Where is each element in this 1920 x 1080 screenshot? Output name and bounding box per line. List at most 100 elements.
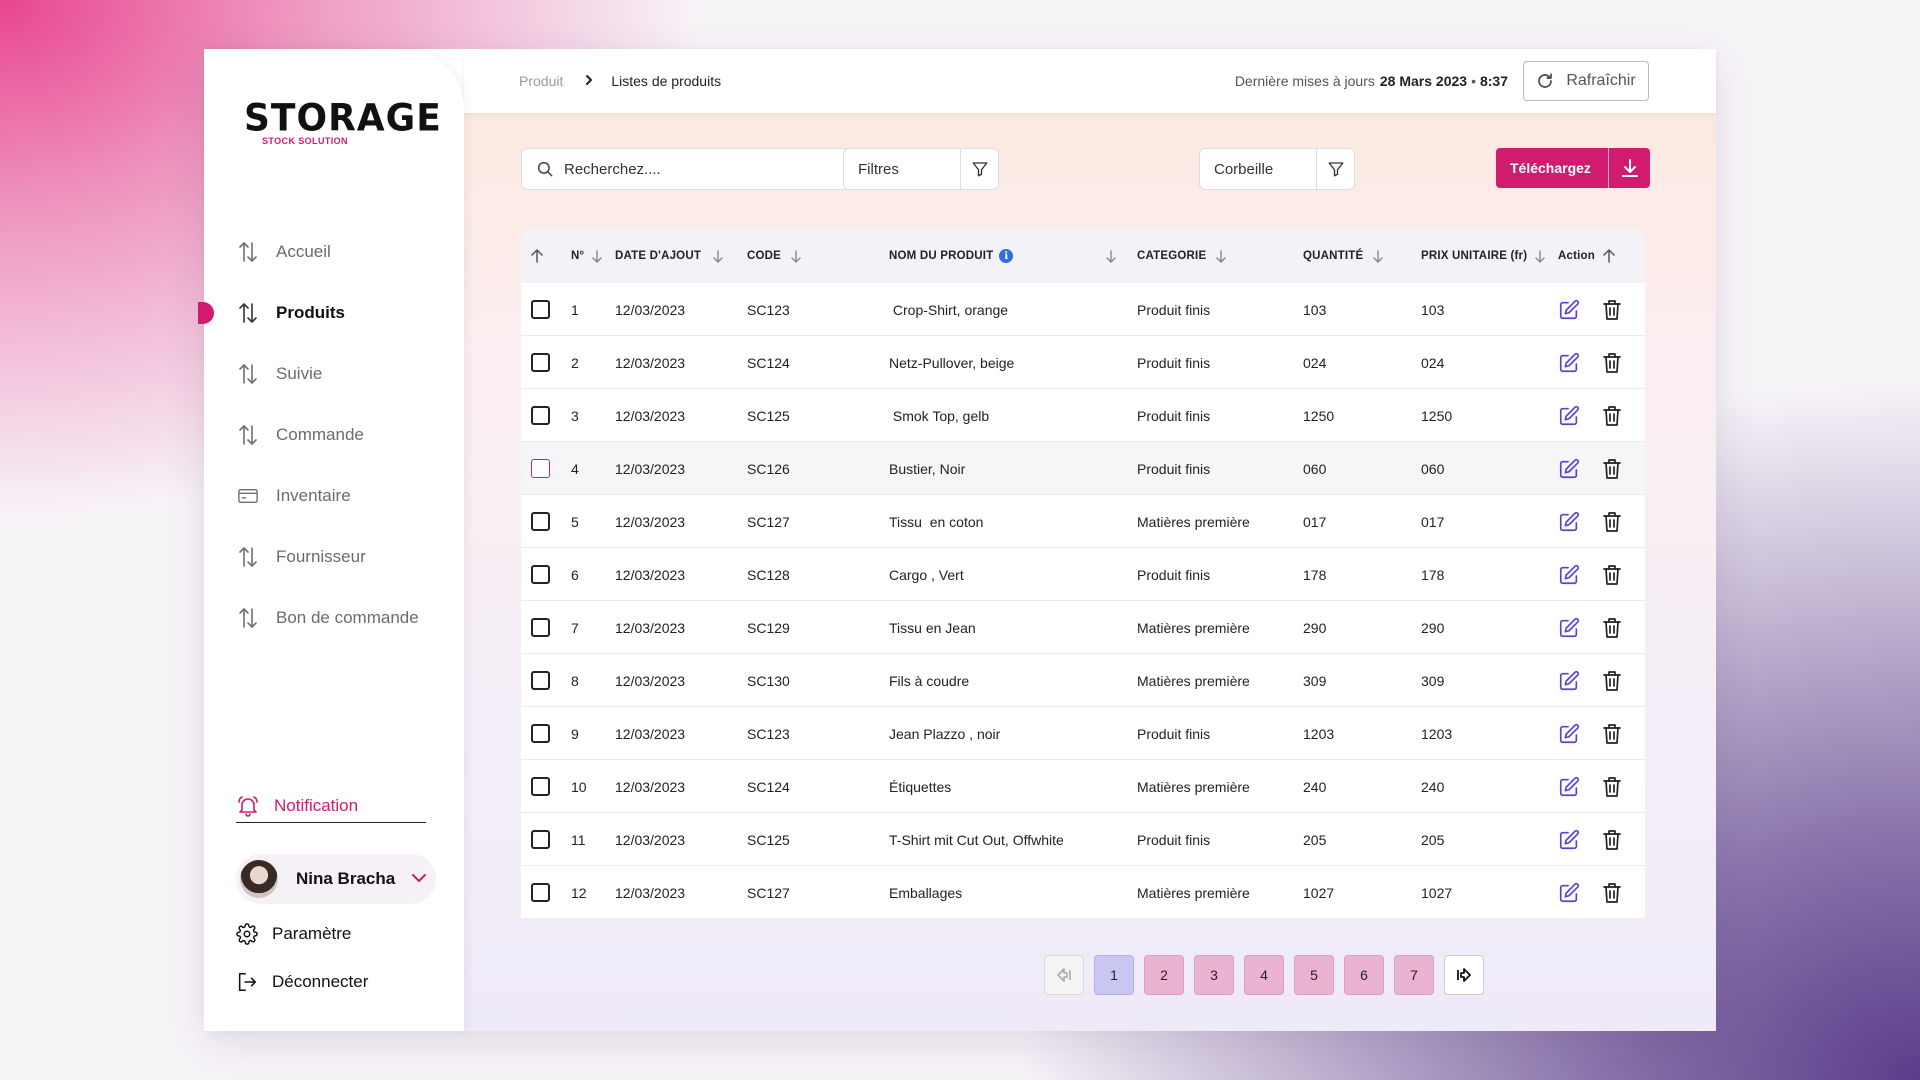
edit-icon[interactable] xyxy=(1558,511,1580,533)
sidebar-item-produits[interactable]: Produits xyxy=(198,282,464,343)
next-page-button[interactable] xyxy=(1444,955,1484,995)
column-name-sort[interactable] xyxy=(1106,229,1116,283)
trash-icon[interactable] xyxy=(1602,458,1622,480)
search-box[interactable] xyxy=(521,148,874,190)
column-header-category[interactable]: CATEGORIE xyxy=(1137,229,1227,283)
edit-icon[interactable] xyxy=(1558,670,1580,692)
sidebar-item-label: Commande xyxy=(276,424,364,444)
edit-icon[interactable] xyxy=(1558,352,1580,374)
search-input[interactable] xyxy=(564,160,844,178)
cell-category: Produit finis xyxy=(1137,407,1211,424)
column-header-price[interactable]: PRIX UNITAIRE (fr) xyxy=(1421,229,1545,283)
column-header-action[interactable]: Action xyxy=(1558,229,1615,283)
row-checkbox[interactable] xyxy=(531,406,550,425)
edit-icon[interactable] xyxy=(1558,617,1580,639)
refresh-button[interactable]: Rafraîchir xyxy=(1523,61,1649,101)
edit-icon[interactable] xyxy=(1558,776,1580,798)
trash-icon[interactable] xyxy=(1602,564,1622,586)
table-row[interactable]: 9 12/03/2023 SC123 Jean Plazzo , noir Produi… xyxy=(521,707,1645,760)
sidebar-item-accueil[interactable]: Accueil xyxy=(204,221,464,282)
filter-icon[interactable] xyxy=(960,149,998,189)
sidebar-item-label: Bon de commande xyxy=(276,607,419,627)
page-4-button[interactable]: 4 xyxy=(1244,955,1284,995)
trash-icon[interactable] xyxy=(1602,776,1622,798)
sort-arrows-icon xyxy=(238,546,258,568)
row-checkbox[interactable] xyxy=(531,300,550,319)
page-2-button[interactable]: 2 xyxy=(1144,955,1184,995)
last-update-date: 28 Mars 2023 xyxy=(1379,73,1468,89)
breadcrumb-parent[interactable]: Produit xyxy=(519,73,564,89)
table-row[interactable]: 3 12/03/2023 SC125 Smok Top, gelb Produit f… xyxy=(521,389,1645,442)
trash-icon[interactable] xyxy=(1602,405,1622,427)
cell-price: 1203 xyxy=(1421,725,1453,742)
table-row[interactable]: 7 12/03/2023 SC129 Tissu en Jean Matières pr… xyxy=(521,601,1645,654)
column-header-name[interactable]: NOM DU PRODUIT i xyxy=(889,229,1014,283)
column-header-qty[interactable]: QUANTITÉ xyxy=(1303,229,1384,283)
table-row[interactable]: 6 12/03/2023 SC128 Cargo , Vert Produit fini… xyxy=(521,548,1645,601)
trash-icon[interactable] xyxy=(1602,723,1622,745)
info-icon[interactable]: i xyxy=(999,249,1014,263)
trash-dropdown[interactable]: Corbeille xyxy=(1199,148,1355,190)
cell-category: Matières première xyxy=(1137,672,1250,689)
trash-icon[interactable] xyxy=(1602,352,1622,374)
row-checkbox[interactable] xyxy=(531,565,550,584)
column-header-date[interactable]: DATE D'AJOUT xyxy=(615,229,723,283)
column-header-code[interactable]: CODE xyxy=(747,229,801,283)
filter-icon[interactable] xyxy=(1316,149,1354,189)
cell-name: Jean Plazzo , noir xyxy=(889,725,1001,742)
table-row[interactable]: 4 12/03/2023 SC126 Bustier, Noir Produit fin… xyxy=(521,442,1645,495)
filters-dropdown[interactable]: Filtres xyxy=(843,148,999,190)
column-header-label: N° xyxy=(571,250,585,262)
table-row[interactable]: 2 12/03/2023 SC124 Netz-Pullover, beige Prod… xyxy=(521,336,1645,389)
cell-num: 10 xyxy=(571,778,587,795)
sidebar-item-inventaire[interactable]: Inventaire xyxy=(204,465,464,526)
logout-link[interactable]: Déconnecter xyxy=(236,971,368,993)
table-row[interactable]: 8 12/03/2023 SC130 Fils à coudre Matières pr… xyxy=(521,654,1645,707)
page-7-button[interactable]: 7 xyxy=(1394,955,1434,995)
edit-icon[interactable] xyxy=(1558,299,1580,321)
prev-page-button[interactable] xyxy=(1044,955,1084,995)
edit-icon[interactable] xyxy=(1558,723,1580,745)
sidebar-item-fournisseur[interactable]: Fournisseur xyxy=(204,526,464,587)
user-menu[interactable]: Nina Bracha xyxy=(236,854,436,904)
row-checkbox[interactable] xyxy=(531,883,550,902)
row-checkbox[interactable] xyxy=(531,671,550,690)
table-row[interactable]: 10 12/03/2023 SC124 Étiquettes Matières prem… xyxy=(521,760,1645,813)
page-5-button[interactable]: 5 xyxy=(1294,955,1334,995)
row-checkbox[interactable] xyxy=(531,618,550,637)
row-checkbox[interactable] xyxy=(531,724,550,743)
sidebar-item-commande[interactable]: Commande xyxy=(204,404,464,465)
sidebar-item-label: Suivie xyxy=(276,363,323,383)
table-row[interactable]: 1 12/03/2023 SC123 Crop-Shirt, orange Produ… xyxy=(521,283,1645,336)
row-checkbox[interactable] xyxy=(531,777,550,796)
trash-icon[interactable] xyxy=(1602,299,1622,321)
page-6-button[interactable]: 6 xyxy=(1344,955,1384,995)
download-button[interactable]: Téléchargez xyxy=(1496,148,1650,188)
sidebar-item-bon-de-commande[interactable]: Bon de commande xyxy=(204,587,464,648)
trash-icon[interactable] xyxy=(1602,829,1622,851)
trash-icon[interactable] xyxy=(1602,882,1622,904)
row-checkbox[interactable] xyxy=(531,512,550,531)
edit-icon[interactable] xyxy=(1558,458,1580,480)
edit-icon[interactable] xyxy=(1558,405,1580,427)
sort-all-button[interactable] xyxy=(531,229,543,283)
edit-icon[interactable] xyxy=(1558,564,1580,586)
row-checkbox[interactable] xyxy=(531,353,550,372)
trash-icon[interactable] xyxy=(1602,670,1622,692)
notification-link[interactable]: Notification xyxy=(236,789,426,823)
row-checkbox[interactable] xyxy=(531,830,550,849)
table-row[interactable]: 5 12/03/2023 SC127 Tissu en coton Matières p… xyxy=(521,495,1645,548)
row-checkbox[interactable] xyxy=(531,459,550,478)
cell-price: 240 xyxy=(1421,778,1445,795)
sidebar-item-suivie[interactable]: Suivie xyxy=(204,343,464,404)
edit-icon[interactable] xyxy=(1558,882,1580,904)
page-1-button[interactable]: 1 xyxy=(1094,955,1134,995)
page-3-button[interactable]: 3 xyxy=(1194,955,1234,995)
trash-icon[interactable] xyxy=(1602,617,1622,639)
table-row[interactable]: 11 12/03/2023 SC125 T-Shirt mit Cut Out, Of… xyxy=(521,813,1645,866)
table-row[interactable]: 12 12/03/2023 SC127 Emballages Matières prem… xyxy=(521,866,1645,919)
trash-icon[interactable] xyxy=(1602,511,1622,533)
column-header-num[interactable]: N° xyxy=(571,229,603,283)
edit-icon[interactable] xyxy=(1558,829,1580,851)
settings-link[interactable]: Paramètre xyxy=(236,923,351,945)
